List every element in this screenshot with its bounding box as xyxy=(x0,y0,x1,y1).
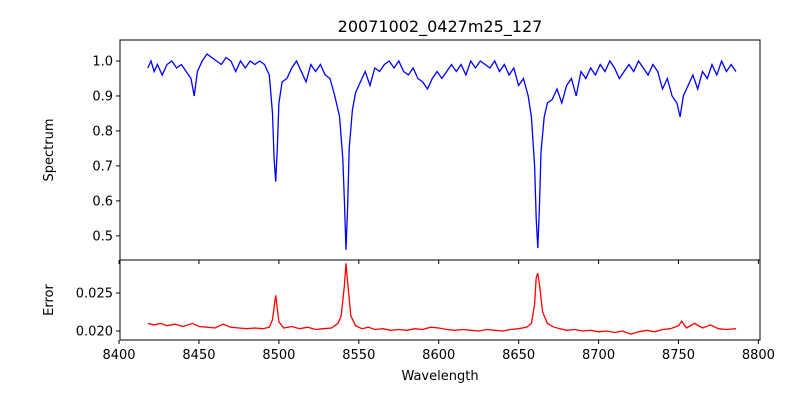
x-tick-label: 8650 xyxy=(502,348,535,363)
chart-title: 20071002_0427m25_127 xyxy=(338,17,543,37)
x-tick-label: 8450 xyxy=(182,348,215,363)
x-tick-label: 8400 xyxy=(102,348,135,363)
y-tick-label-spectrum: 0.5 xyxy=(92,229,113,244)
y-tick-label-spectrum: 0.8 xyxy=(92,124,113,139)
error-axes-frame xyxy=(119,259,761,341)
y-tick-label-spectrum: 0.6 xyxy=(92,194,113,209)
x-tick-label: 8550 xyxy=(342,348,375,363)
y-tick-label-error: 0.025 xyxy=(76,287,113,302)
x-axis-label: Wavelength xyxy=(401,369,478,384)
y-tick-label-error: 0.020 xyxy=(76,325,113,340)
error-series-line xyxy=(147,263,737,335)
y-tick-label-spectrum: 1.0 xyxy=(92,54,113,69)
y-tick-label-spectrum: 0.7 xyxy=(92,159,113,174)
spectrum-series-line xyxy=(147,53,737,250)
x-tick-label: 8600 xyxy=(422,348,455,363)
y-axis-label-error: Error xyxy=(42,284,57,316)
x-tick-label: 8800 xyxy=(742,348,775,363)
error-axes: 0.020 0.025 8400 8450 8500 8550 8600 8650 8700 87… xyxy=(76,259,775,363)
y-axis-label-spectrum: Spectrum xyxy=(42,119,57,182)
x-tick-label: 8750 xyxy=(662,348,695,363)
x-tick-label: 8700 xyxy=(582,348,615,363)
x-tick-label: 8500 xyxy=(262,348,295,363)
spectrum-axes: 0.5 0.6 0.7 0.8 0.9 1.0 xyxy=(92,39,761,264)
spectrum-axes-frame xyxy=(119,39,761,261)
y-tick-label-spectrum: 0.9 xyxy=(92,89,113,104)
